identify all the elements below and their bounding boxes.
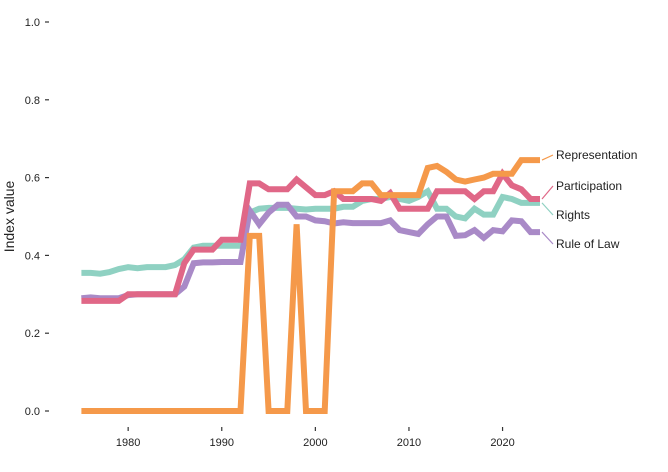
series-line-rule-of-law <box>81 201 540 302</box>
x-tick-label: 1980 <box>116 437 140 449</box>
series-line-rights <box>81 186 540 277</box>
y-tick-label: 0.6 <box>25 173 40 185</box>
series-label-participation: Participation <box>556 179 622 193</box>
x-tick-label: 2020 <box>490 437 514 449</box>
series-leader-participation <box>541 185 554 200</box>
x-tick-label: 2010 <box>397 437 421 449</box>
series-leader-representation <box>541 154 554 161</box>
y-tick-label: 0.8 <box>25 95 40 107</box>
x-axis: 1980 1990 2000 2010 2020 <box>116 427 515 449</box>
series-line-representation <box>81 157 540 414</box>
series-leader-rights <box>541 202 554 216</box>
y-tick-label: 0.4 <box>25 250 40 262</box>
series-label-rights: Rights <box>556 208 590 222</box>
series-line-participation <box>81 168 540 304</box>
y-tick-label: 0.0 <box>25 406 40 418</box>
x-tick-label: 1990 <box>210 437 234 449</box>
y-axis-title: Index value <box>1 180 17 252</box>
x-tick-label: 2000 <box>303 437 327 449</box>
y-tick-label: 0.2 <box>25 328 40 340</box>
series-lines <box>81 157 540 414</box>
series-label-representation: Representation <box>556 148 637 162</box>
series-leader-rule-of-law <box>541 231 554 245</box>
y-tick-label: 1.0 <box>25 17 40 29</box>
y-axis: 0.0 0.2 0.4 0.6 0.8 1.0 <box>25 17 49 418</box>
series-labels: Rights Rule of Law Participation Representa… <box>541 148 637 251</box>
series-label-rule-of-law: Rule of Law <box>556 237 620 251</box>
